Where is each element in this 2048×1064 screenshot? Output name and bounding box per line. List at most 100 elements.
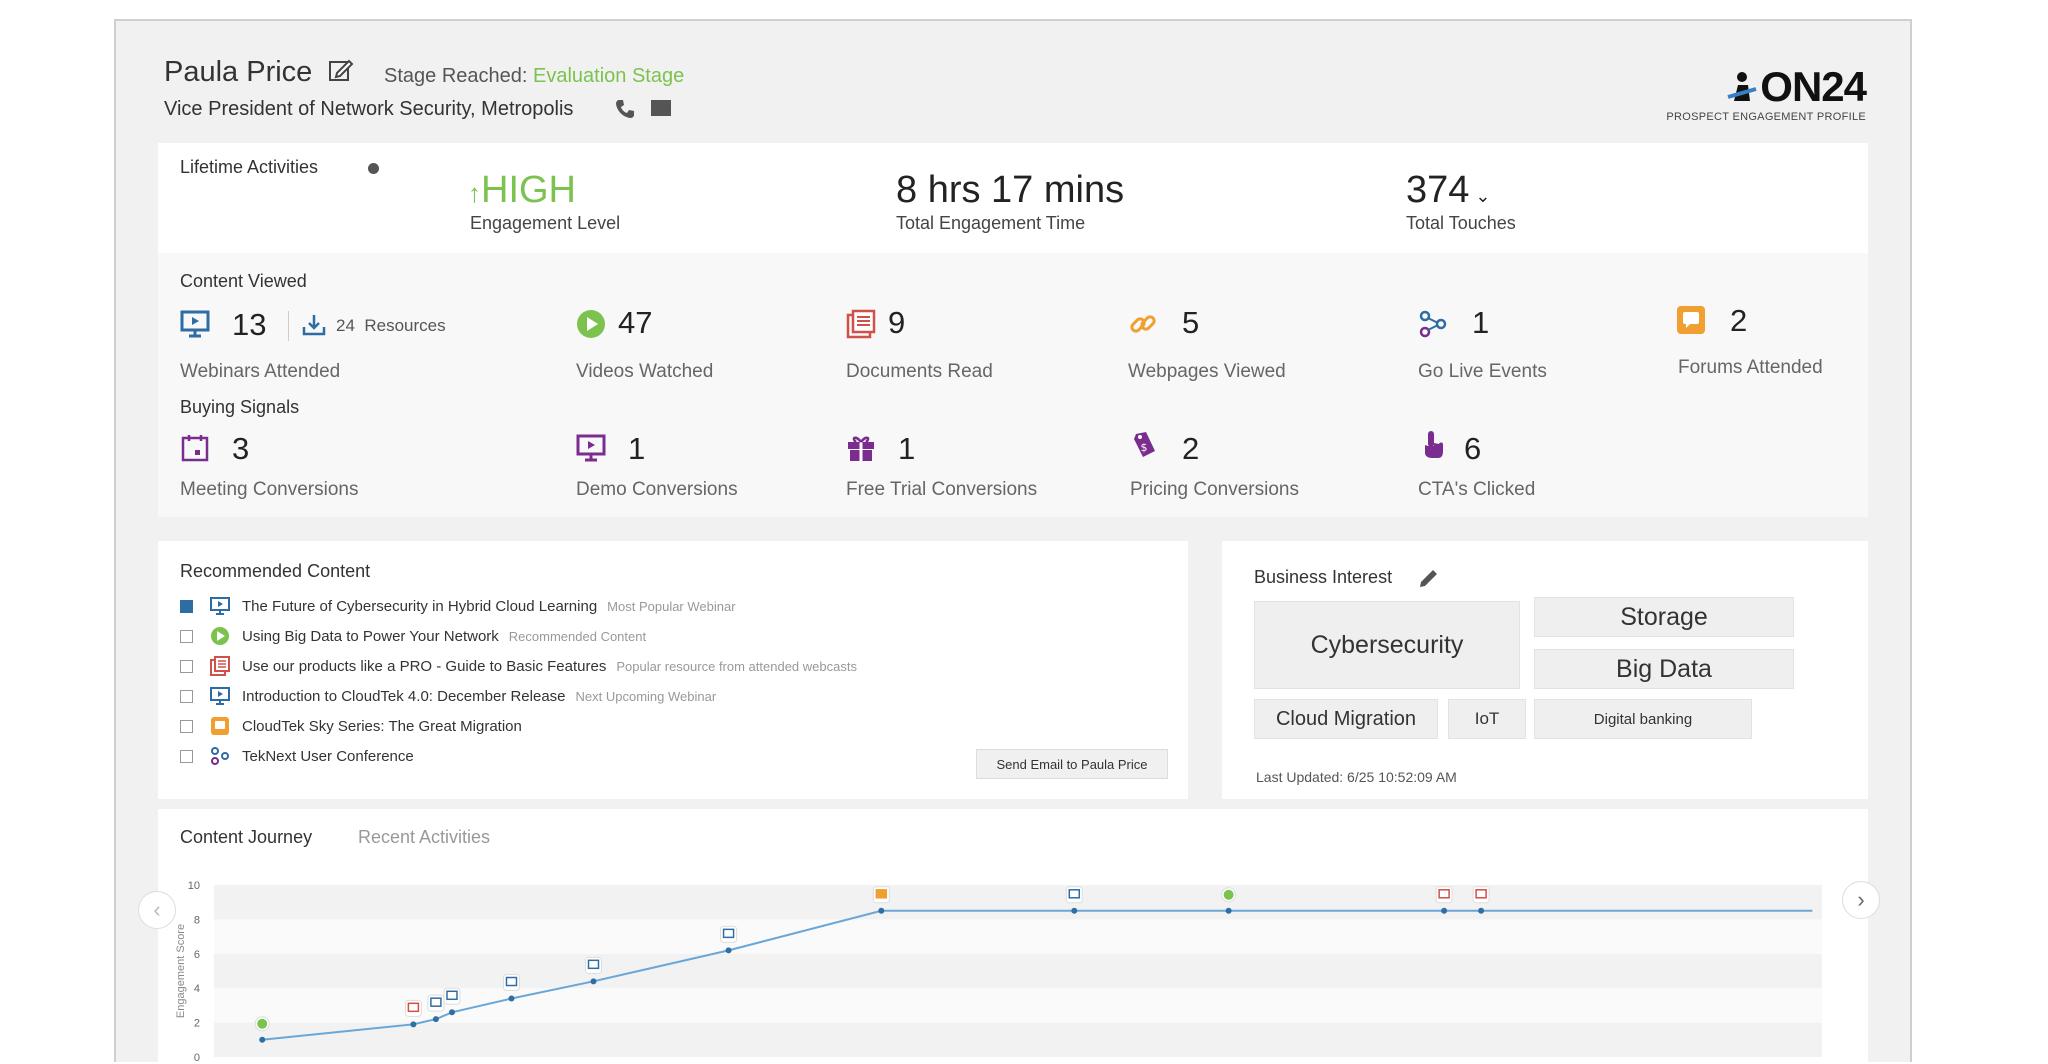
calendar-icon — [181, 435, 209, 462]
list-item[interactable]: Introduction to CloudTek 4.0: December R… — [180, 683, 716, 709]
item-title: The Future of Cybersecurity in Hybrid Cl… — [242, 597, 598, 615]
webinars-label: Webinars Attended — [180, 361, 341, 382]
list-item[interactable]: Using Big Data to Power Your Network Rec… — [180, 623, 646, 649]
documents-label: Documents Read — [846, 361, 993, 382]
checkbox[interactable] — [180, 749, 193, 763]
videos-count: 47 — [618, 305, 653, 340]
checkbox[interactable] — [180, 689, 193, 703]
interest-tag[interactable]: Cybersecurity — [1254, 601, 1520, 689]
flow-icon — [1419, 310, 1447, 338]
list-item[interactable]: The Future of Cybersecurity in Hybrid Cl… — [180, 593, 736, 619]
on24-logo: ON24 PROSPECT ENGAGEMENT PROFILE — [1666, 63, 1867, 123]
meeting-count: 3 — [232, 431, 250, 466]
send-email-button[interactable]: Send Email to Paula Price — [976, 749, 1168, 779]
pricing-count: 2 — [1182, 431, 1200, 466]
chart-band — [214, 1022, 1822, 1057]
pointer-icon — [1425, 431, 1443, 458]
demo-count: 1 — [628, 431, 646, 466]
profile-panel: Paula Price Stage Reached: Evaluation St… — [114, 19, 1912, 1064]
play-icon — [257, 1018, 268, 1029]
content-journey-card: Content Journey Recent Activities 0 2 4 6 8 1… — [158, 809, 1868, 1064]
divider — [288, 311, 289, 341]
prospect-name: Paula Price — [164, 56, 313, 88]
buying-signals-title: Buying Signals — [180, 397, 300, 417]
item-subtitle: Most Popular Webinar — [607, 598, 736, 614]
checkbox[interactable] — [180, 659, 193, 673]
pencil-icon[interactable] — [1418, 567, 1440, 589]
chart-band — [214, 919, 1822, 954]
interest-tag[interactable]: Storage — [1534, 597, 1794, 637]
item-title: Introduction to CloudTek 4.0: December R… — [242, 687, 566, 705]
checkbox[interactable] — [180, 629, 193, 643]
engagement-level-label: Engagement Level — [470, 213, 621, 233]
point-marker — [584, 956, 602, 974]
lifetime-activities-card: Lifetime Activities ↑HIGH Engagement Lev… — [158, 143, 1868, 253]
last-updated: Last Updated: 6/25 10:52:09 AM — [1256, 769, 1457, 785]
webinar-icon — [446, 990, 458, 1001]
checkbox[interactable] — [180, 719, 193, 733]
point-marker — [404, 999, 422, 1017]
total-touches-value[interactable]: 374 ⌄ — [1406, 169, 1491, 211]
y-axis-label: Engagement Score — [175, 924, 187, 1018]
chevron-down-icon[interactable]: ⌄ — [1475, 186, 1491, 206]
business-interest-title: Business Interest — [1254, 567, 1393, 587]
y-tick-label: 2 — [194, 1018, 200, 1030]
tab-content-journey[interactable]: Content Journey — [180, 827, 313, 847]
webinar-icon — [210, 687, 230, 705]
interest-tag[interactable]: Digital banking — [1534, 699, 1752, 739]
interest-tag[interactable]: Big Data — [1534, 649, 1794, 689]
stage-label: Stage Reached: — [384, 65, 528, 87]
play-icon — [577, 310, 605, 338]
list-item[interactable]: TekNext User Conference — [180, 743, 414, 769]
content-metrics-card: Content Viewed 13 24 Resources Webinars … — [158, 253, 1868, 517]
interest-tag[interactable]: Cloud Migration — [1254, 699, 1438, 739]
engagement-time-label: Total Engagement Time — [896, 213, 1086, 233]
total-touches-label: Total Touches — [1406, 213, 1516, 233]
point-marker — [720, 925, 738, 943]
list-item[interactable]: CloudTek Sky Series: The Great Migration — [180, 713, 522, 739]
y-tick-label: 0 — [194, 1052, 200, 1064]
trial-label: Free Trial Conversions — [846, 479, 1038, 500]
interest-tag[interactable]: IoT — [1448, 699, 1526, 739]
info-dot-icon[interactable] — [368, 163, 379, 174]
chevron-right-icon[interactable]: › — [1842, 881, 1880, 919]
arrow-up-icon: ↑ — [468, 178, 481, 208]
webinar-icon — [722, 928, 735, 939]
data-point — [259, 1036, 266, 1043]
edit-icon[interactable] — [328, 57, 354, 83]
message-icon[interactable] — [650, 99, 672, 117]
point-marker — [1435, 886, 1453, 904]
checkbox[interactable] — [180, 599, 193, 613]
documents-count: 9 — [888, 305, 906, 340]
webinar-icon — [1068, 889, 1081, 899]
forum-icon — [211, 717, 229, 735]
cta-count: 6 — [1464, 431, 1482, 466]
play-icon — [211, 627, 229, 645]
stage-value: Evaluation Stage — [533, 65, 685, 87]
webinar-icon — [180, 310, 210, 338]
forums-count: 2 — [1730, 303, 1748, 338]
y-tick-label: 8 — [194, 914, 200, 926]
item-title: TekNext User Conference — [242, 747, 414, 765]
forum-icon — [875, 889, 888, 899]
webpages-label: Webpages Viewed — [1128, 361, 1286, 382]
presenter-icon — [1727, 72, 1757, 101]
data-point — [878, 907, 885, 914]
phone-icon[interactable] — [614, 98, 636, 120]
data-point — [1478, 907, 1485, 914]
data-point — [410, 1021, 417, 1028]
tab-recent-activities[interactable]: Recent Activities — [358, 827, 491, 847]
lifetime-title: Lifetime Activities — [180, 157, 319, 177]
resources-count: 24 Resources — [336, 316, 446, 335]
flow-icon — [211, 747, 229, 765]
meeting-label: Meeting Conversions — [180, 479, 359, 500]
cta-label: CTA's Clicked — [1418, 479, 1536, 500]
forum-icon — [1677, 306, 1705, 334]
webinar-icon — [505, 976, 518, 987]
item-subtitle: Recommended Content — [508, 628, 647, 644]
data-point — [1071, 907, 1078, 914]
logo-brand: ON24 — [1666, 63, 1867, 111]
list-item[interactable]: Use our products like a PRO - Guide to B… — [180, 653, 857, 679]
data-point — [448, 1009, 455, 1016]
chevron-left-icon[interactable]: ‹ — [138, 891, 176, 929]
